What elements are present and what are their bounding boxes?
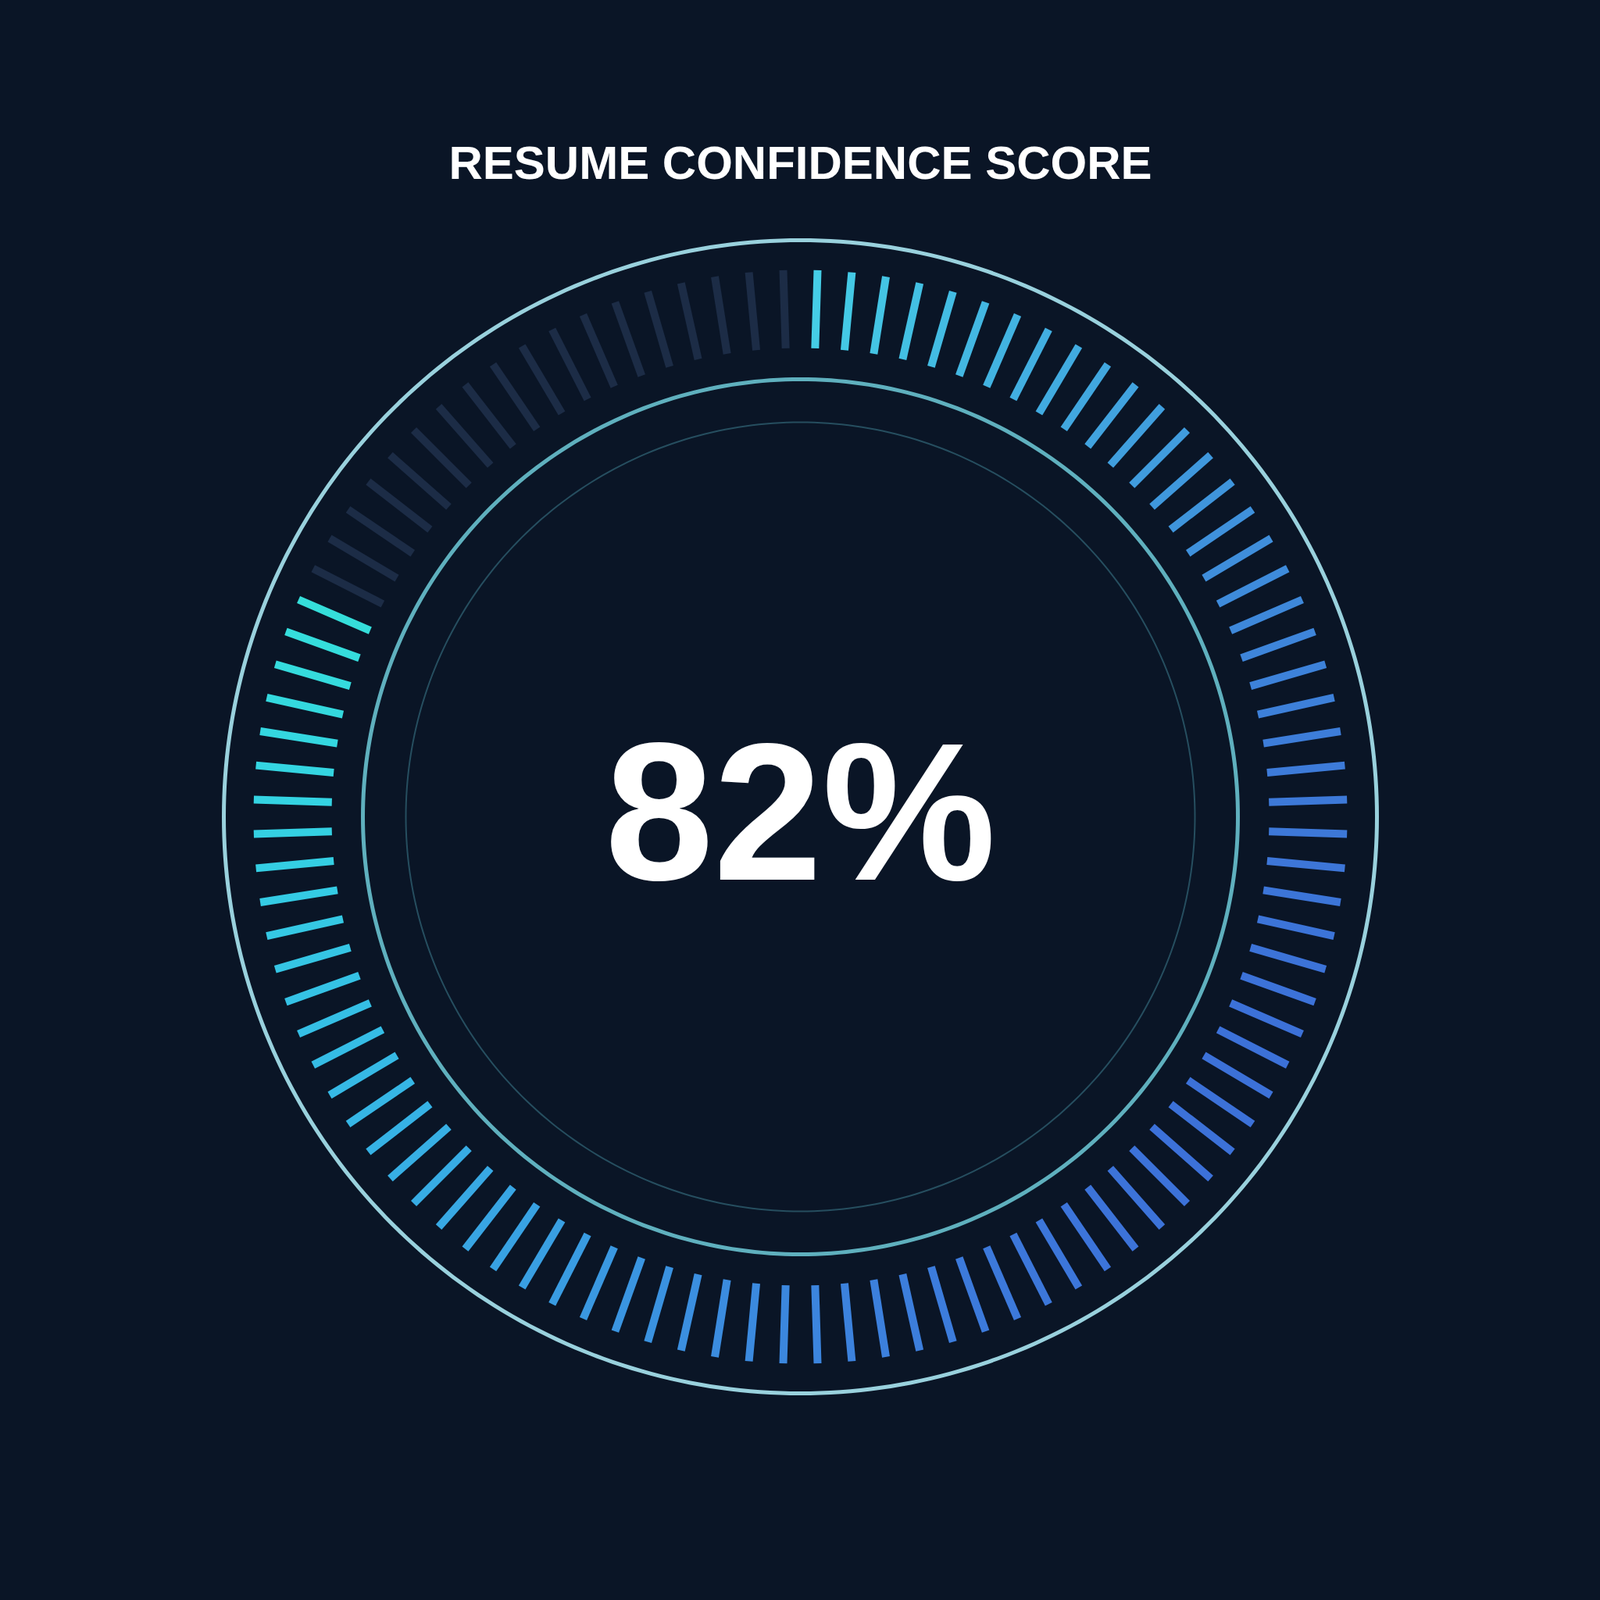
svg-text:82%: 82%: [604, 703, 996, 922]
svg-text:RESUME CONFIDENCE SCORE: RESUME CONFIDENCE SCORE: [448, 136, 1152, 190]
